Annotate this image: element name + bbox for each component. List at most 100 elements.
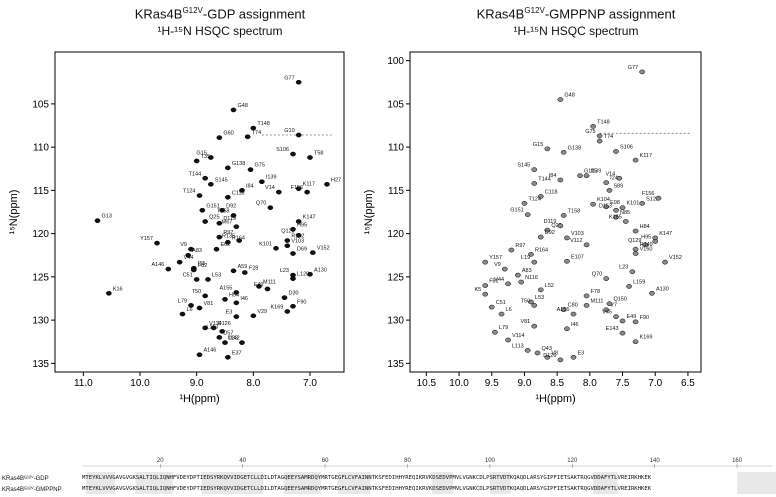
- peak-label: V9: [494, 262, 501, 268]
- peak-label: H95: [641, 234, 651, 240]
- peak-label: F82: [489, 279, 498, 285]
- peak-l23: L23: [280, 268, 296, 278]
- peak-marker: [498, 311, 505, 317]
- peak-t74: T74: [596, 134, 613, 144]
- peak-marker: [531, 167, 538, 172]
- x-tick-label: 8.5: [550, 378, 564, 389]
- peak-marker: [258, 179, 265, 185]
- peak-label: E3: [577, 350, 584, 356]
- peak-marker: [290, 151, 296, 157]
- x-tick-label: 9.0: [190, 378, 204, 389]
- peak-l120: L120: [290, 272, 309, 281]
- peak-label: G75: [255, 163, 265, 169]
- peak-g77: G77: [284, 75, 302, 85]
- peak-e3: E3: [570, 350, 584, 360]
- peak-label: A83: [522, 268, 532, 274]
- peak-t148: T148: [250, 121, 270, 131]
- peak-marker: [207, 155, 214, 160]
- peak-g13: G13: [94, 214, 112, 223]
- peak-q150: Q150: [606, 297, 627, 307]
- peak-label: V7: [610, 303, 617, 309]
- peak-marker: [596, 138, 603, 144]
- peak-s145: S145: [517, 163, 538, 172]
- x-axis-label: ¹H(ppm): [179, 393, 219, 405]
- peak-marker: [216, 234, 223, 240]
- conserved-block: [592, 472, 618, 494]
- peak-d126: D126: [543, 353, 564, 363]
- peak-marker: [273, 245, 279, 251]
- peak-label: D119: [223, 216, 236, 222]
- peak-a83: A83: [185, 248, 202, 258]
- peak-l6: L6: [498, 307, 512, 317]
- peak-v152: V152: [309, 246, 330, 255]
- peak-marker: [528, 299, 534, 305]
- peak-label: T144: [189, 171, 202, 177]
- peak-t35: T35: [193, 154, 210, 164]
- peak-label: F156: [291, 185, 304, 191]
- peak-a155: A155: [219, 285, 240, 295]
- peak-label: R149: [640, 242, 653, 248]
- y-tick-label: 105: [387, 99, 404, 110]
- peak-v44: V44: [176, 255, 193, 265]
- peak-label: T74: [252, 130, 261, 136]
- peak-marker: [652, 239, 659, 244]
- peak-t144: T144: [531, 176, 551, 186]
- peak-label: L6: [506, 307, 512, 313]
- peak-d30: D30: [281, 291, 299, 300]
- peak-label: V44: [494, 277, 504, 283]
- peak-marker: [564, 258, 570, 264]
- peak-label: A83: [192, 248, 202, 254]
- peak-marker: [619, 318, 626, 324]
- peak-label: Y157: [489, 255, 502, 261]
- peak-marker: [583, 173, 590, 179]
- peak-d153: D153: [599, 203, 619, 213]
- x-tick-label: 10.5: [417, 378, 437, 389]
- peak-label: K165: [609, 215, 622, 221]
- peak-label: F78: [591, 289, 600, 295]
- peak-label: M111: [591, 298, 604, 304]
- peak-marker: [256, 284, 262, 289]
- peak-marker: [606, 301, 613, 307]
- peak-label: I142: [229, 336, 240, 342]
- peak-marker: [185, 252, 192, 258]
- peak-marker: [613, 314, 619, 319]
- peak-k101: K101: [619, 201, 639, 211]
- peak-f28: F28: [241, 266, 258, 275]
- peak-k101: K101: [259, 241, 279, 251]
- peak-a59: A59: [230, 264, 247, 274]
- peak-marker: [629, 269, 636, 275]
- y-tick-label: 130: [32, 316, 49, 327]
- peak-k147: K147: [295, 215, 316, 224]
- peak-label: K117: [640, 153, 652, 159]
- conserved-block: [86, 472, 115, 494]
- peak-marker: [290, 251, 296, 256]
- peak-f90: F90: [290, 299, 306, 309]
- peak-label: K169: [640, 335, 653, 341]
- peak-marker: [531, 323, 538, 329]
- peak-marker: [193, 277, 200, 282]
- peak-label: C118: [232, 190, 245, 196]
- peak-label: S122: [646, 196, 659, 202]
- peak-marker: [205, 277, 211, 282]
- peak-marker: [224, 354, 231, 360]
- peak-marker: [233, 314, 240, 319]
- peak-v103: V103: [284, 239, 304, 249]
- peak-label: I84: [549, 173, 557, 179]
- peak-d126: D126: [210, 321, 231, 331]
- peak-label: Q70: [256, 201, 266, 207]
- peak-label: I55: [198, 261, 206, 267]
- peak-label: E49: [627, 314, 637, 320]
- peak-marker: [239, 340, 245, 345]
- peak-marker: [557, 177, 564, 183]
- peak-marker: [154, 240, 160, 246]
- peak-h84: H84: [632, 224, 650, 234]
- peak-marker: [207, 181, 214, 187]
- peak-label: C80: [568, 303, 578, 309]
- peak-label: F90: [297, 299, 306, 305]
- y-tick-label: 135: [32, 359, 49, 370]
- peak-marker: [284, 309, 291, 314]
- peak-marker: [295, 233, 302, 238]
- peak-label: L52: [545, 283, 554, 289]
- peak-t124: T124: [183, 189, 203, 198]
- peak-a130: A130: [649, 286, 669, 296]
